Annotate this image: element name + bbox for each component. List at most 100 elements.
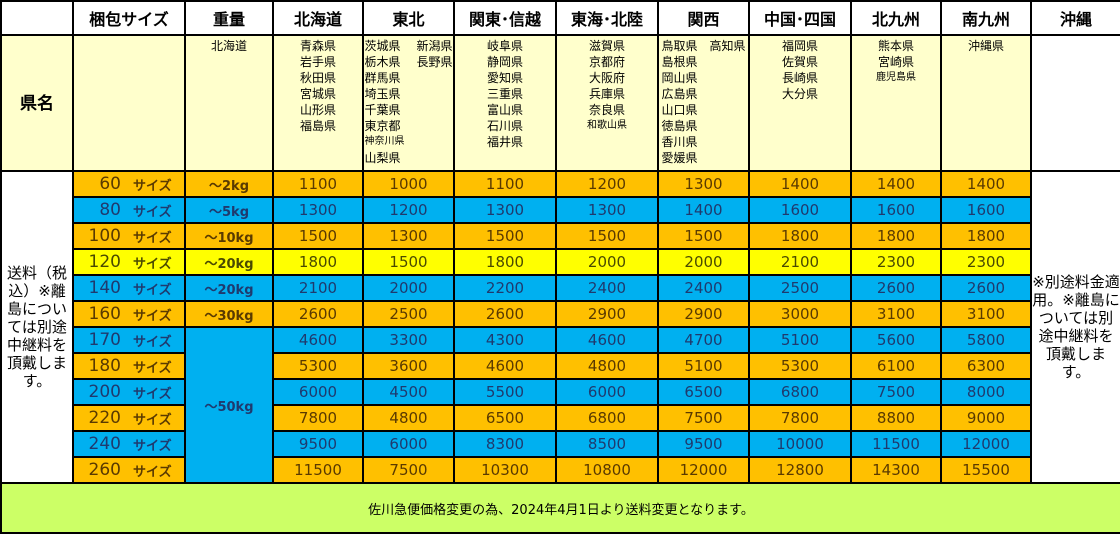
prefecture-list: 滋賀県 京都府 大阪府 兵庫県 奈良県 和歌山県 [587, 38, 627, 166]
size-value: 60 [72, 170, 129, 198]
price-cell: 1400 [748, 170, 852, 198]
price-cell: 1300 [453, 196, 557, 224]
price-cell: 1500 [657, 222, 750, 250]
price-cell: 1500 [272, 222, 364, 250]
price-cell: 1600 [748, 196, 852, 224]
size-value: 240 [72, 430, 129, 458]
price-cell: 6500 [453, 404, 557, 432]
column-header-4: 東北 [362, 0, 455, 36]
weight-limit: ～20kg [184, 248, 274, 276]
prefecture-name: 広島県 [661, 87, 698, 101]
price-cell: 5300 [748, 352, 852, 380]
prefecture-name: 福岡県 [781, 39, 818, 53]
price-cell: 3300 [362, 326, 455, 354]
prefecture-name: 群馬県 [364, 71, 401, 85]
price-cell: 2500 [362, 300, 455, 328]
footer-notice: 佐川急便価格変更の為、2024年4月1日より送料変更となります。 [0, 482, 1120, 534]
price-cell: 6800 [748, 378, 852, 406]
prefecture-name: 島根県 [661, 55, 698, 69]
weight-limit: ～30kg [184, 300, 274, 328]
weight-limit: ～2kg [184, 170, 274, 198]
rate-row: 120 サイズ ～20kg 1800 1500 1800 2000 2000 2100 2300 2… [1, 248, 1120, 276]
price-cell: 5600 [850, 326, 942, 354]
price-cell: 9500 [272, 430, 364, 458]
prefecture-name: 宮城県 [299, 87, 336, 101]
prefecture-name: 富山県 [486, 103, 523, 117]
rate-row: 200 サイズ 6000 4500 5500 6000 6500 6800 7500 8000 [1, 378, 1120, 406]
price-cell: 3100 [940, 300, 1032, 328]
price-cell: 4500 [362, 378, 455, 406]
column-header-7: 関西 [657, 0, 750, 36]
price-cell: 2600 [850, 274, 942, 302]
price-cell: 2100 [272, 274, 364, 302]
prefecture-name: 奈良県 [588, 103, 625, 117]
prefecture-list: 沖縄県 [968, 38, 1004, 166]
size-value: 160 [72, 300, 129, 328]
price-cell: 8500 [555, 430, 659, 458]
size-suffix: サイズ [129, 222, 186, 250]
prefecture-list: 鳥取県 島根県 岡山県 広島県 山口県 徳島県 香川県 愛媛県 高知県 [661, 38, 745, 166]
prefecture-name: 和歌山県 [587, 120, 627, 131]
price-cell: 1400 [940, 170, 1032, 198]
price-cell: 1600 [850, 196, 942, 224]
weight-limit: ～20kg [184, 274, 274, 302]
price-cell: 2900 [555, 300, 659, 328]
rate-row: 80 サイズ ～5kg 1300 1200 1300 1300 1400 1600 1600 160… [1, 196, 1120, 224]
price-cell: 6100 [850, 352, 942, 380]
price-cell: 2400 [657, 274, 750, 302]
price-cell: 4800 [555, 352, 659, 380]
price-cell: 6500 [657, 378, 750, 406]
price-cell: 5100 [748, 326, 852, 354]
prefecture-name: 大分県 [781, 87, 818, 101]
prefecture-list: 福岡県 佐賀県 長崎県 大分県 [782, 38, 818, 166]
size-suffix: サイズ [129, 326, 186, 354]
rate-row: 260 サイズ 11500 7500 10300 10800 12000 12800 14300… [1, 456, 1120, 484]
price-cell: 1000 [362, 170, 455, 198]
price-cell: 5800 [940, 326, 1032, 354]
price-cell: 9500 [657, 430, 750, 458]
price-cell: 3100 [850, 300, 942, 328]
price-cell: 7800 [272, 404, 364, 432]
price-cell: 1100 [453, 170, 557, 198]
price-cell: 2600 [940, 274, 1032, 302]
prefecture-name: 香川県 [661, 135, 698, 149]
rate-row: 170 サイズ ～50kg 4600 3300 4300 4600 4700 5100 5600 5… [1, 326, 1120, 484]
region-prefectures: 熊本県 宮崎県 鹿児島県 [850, 34, 942, 172]
price-cell: 8300 [453, 430, 557, 458]
rate-row: 100 サイズ ～10kg 1500 1300 1500 1500 1500 1800 1800 1… [1, 222, 1120, 250]
size-value: 180 [72, 352, 129, 380]
price-cell: 4600 [453, 352, 557, 380]
header-row: 梱包サイズ 重量 北海道 東北 関東･信越 東海･北陸 関西 中国･四国 北九州 南九州 沖縄 [0, 0, 1120, 36]
price-cell: 4300 [453, 326, 557, 354]
prefecture-name: 神奈川県 [364, 136, 405, 147]
price-cell: 5300 [272, 352, 364, 380]
column-header-1: 梱包サイズ [72, 0, 186, 36]
left-note: 送料（税込）※離島については別途中継料を頂戴します。 [0, 170, 74, 484]
price-cell: 4600 [555, 326, 659, 354]
price-cell: 15500 [940, 456, 1032, 484]
size-suffix: サイズ [129, 378, 186, 406]
prefecture-name: 三重県 [486, 87, 523, 101]
prefecture-name: 京都府 [588, 55, 625, 69]
column-header-8: 中国･四国 [748, 0, 852, 36]
price-cell: 6800 [555, 404, 659, 432]
prefecture-name: 鳥取県 [661, 39, 698, 53]
prefecture-name: 徳島県 [661, 119, 698, 133]
prefecture-name: 岐阜県 [486, 39, 523, 53]
size-suffix: サイズ [129, 274, 186, 302]
price-cell: 6000 [272, 378, 364, 406]
price-cell: 12000 [940, 430, 1032, 458]
column-header-6: 東海･北陸 [555, 0, 659, 36]
price-cell: 1500 [362, 248, 455, 276]
prefecture-name: 秋田県 [299, 71, 336, 85]
price-cell: 6000 [362, 430, 455, 458]
price-cell: 5500 [453, 378, 557, 406]
size-suffix: サイズ [129, 248, 186, 276]
size-suffix: サイズ [129, 404, 186, 432]
prefecture-name: 愛媛県 [661, 151, 698, 165]
size-suffix: サイズ [129, 352, 186, 380]
weight-limit: ～5kg [184, 196, 274, 224]
price-cell: 4700 [657, 326, 750, 354]
empty-cell [72, 34, 186, 172]
price-cell: 12000 [657, 456, 750, 484]
